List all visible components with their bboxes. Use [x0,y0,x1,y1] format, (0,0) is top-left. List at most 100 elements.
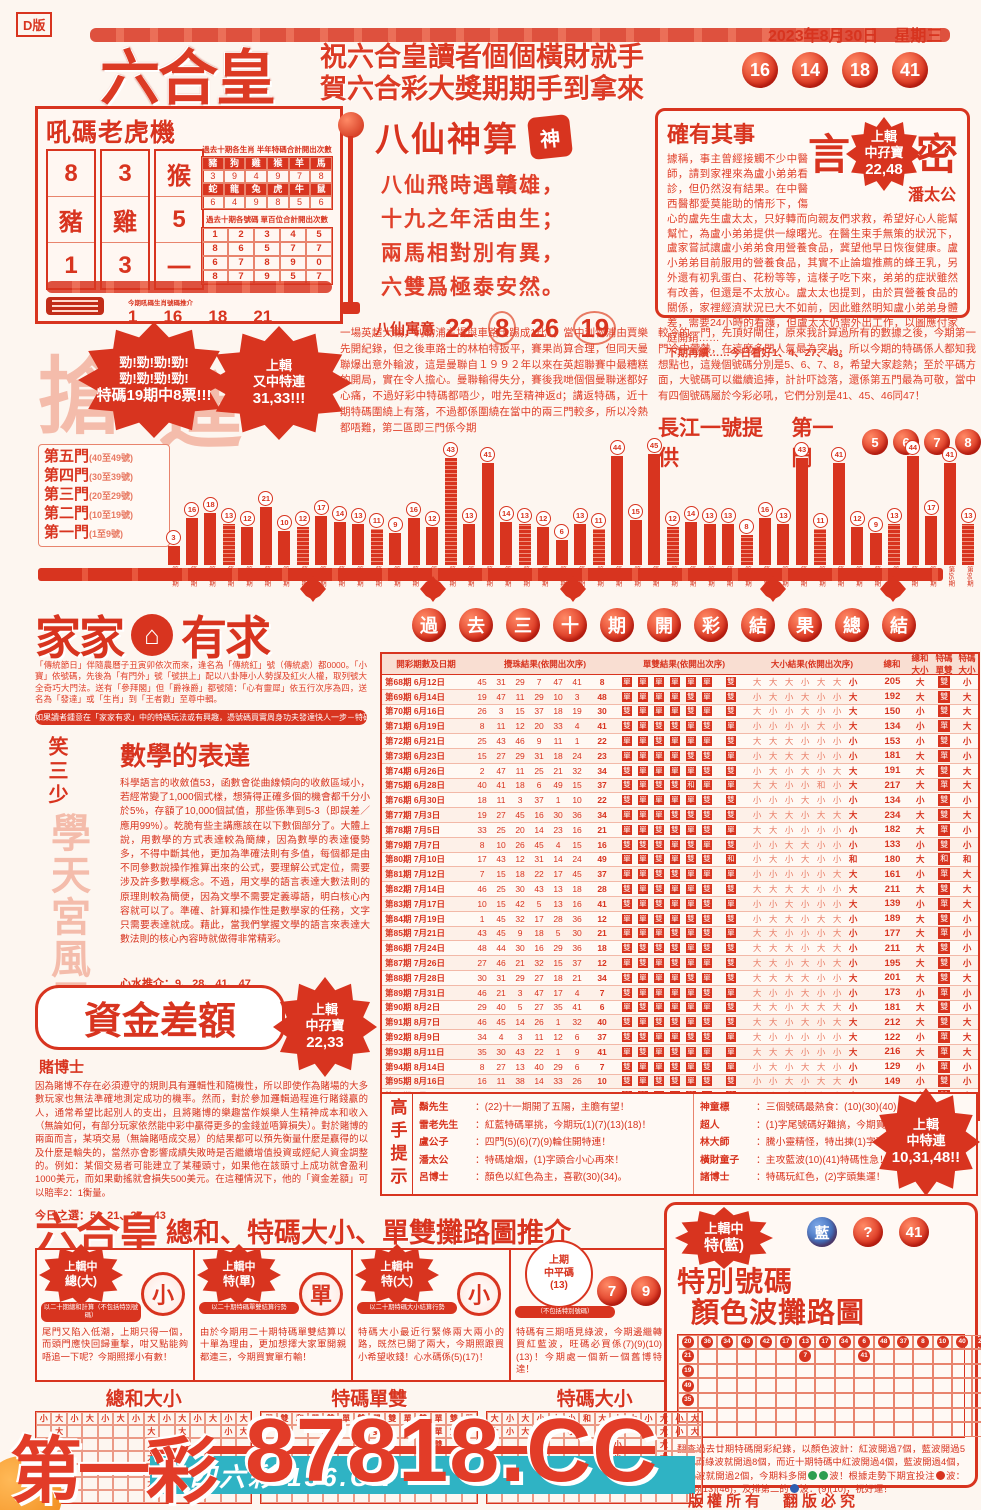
frequency-bar: 11第64期 [368,512,385,596]
frequency-bar: 10第59期 [276,515,293,596]
edition-label: D版 [16,12,53,37]
weekday-text: 星期三 [894,28,943,45]
frequency-bar: 9第65期 [387,517,404,596]
frequency-bar: 12第57期 [239,510,256,596]
results-table-row: 第69期 6月14日 19 47 11 29 10 3 48 單單單單雙單雙小大小大小小大 192… [382,689,978,705]
slot-lever-base-icon [341,302,360,314]
number-ball: 14 [792,52,828,88]
panel-special-oddeven: 上輯中 特(單) 以二十期特碼單雙結算行勢 單 由於今期用二十期特碼單雙結算以十單… [195,1244,353,1380]
tips-label: 高手提示 [382,1094,413,1194]
frequency-bar: 9第91期 [867,517,884,596]
house-icon: ⌂ [131,614,173,656]
copyright-notice: 版權所有 翻版必究 [688,1493,860,1510]
section-title-ball: 結 [741,608,775,642]
section-title-ball: 彩 [694,608,728,642]
frequency-bar: 14第62期 [331,506,348,596]
baxian-seal-icon: 神 [526,113,574,160]
slot-result-label: 今期吼碼生肖號碼推介 [128,300,193,307]
baxian-numbers: 22 8 26 19 [445,311,630,345]
tips-right-column: 神童標 ：三個號碼最熱食：(10)(30)(40)！ 超人 ：(1)字尾號碼好難搞，今… [694,1094,974,1194]
slot-result-block: 今期吼碼生肖號碼推介 1 16 18 21 [128,297,272,327]
results-table-row: 第72期 6月21日 25 43 46 9 11 1 22 單單雙單單單雙大大大小小小小 153 小… [382,734,978,749]
jiajia-title-2: 有求 [181,612,271,664]
number-ball: 41 [892,52,928,88]
math-byline: 笑三少 [45,736,67,808]
tipster-row: 雷老先生 ：紅藍特碼單挑，今期玩(1)(7)(13)(18)！ [419,1119,652,1131]
mini-table-3-title: 特碼大小 [556,1389,633,1410]
number-ball: 5 [862,429,888,455]
jiajia-header: 家家 ⌂ 有求 [35,602,271,668]
story-author: 潘太公 [907,187,956,204]
badge-right-char: 密 [915,131,958,178]
tipster-row: 潘太公 ：特碼熗烟，(1)字頭合小心再來！ [419,1154,625,1166]
panel-2-note: 以二十期特碼單雙結算行勢 [199,1302,299,1315]
results-table-row: 第80期 7月10日 17 43 12 31 14 24 49 單單雙單雙雙和小大小大小小和 18… [382,853,978,868]
frequency-bar: 13 第96期 [960,508,977,596]
number-ball: 7 [597,1276,627,1306]
frequency-bar: 11第88期 [812,512,829,596]
results-table-row: 第91期 8月7日 46 45 14 26 1 32 40 雙單雙雙單雙雙大大小大小大大 212 大… [382,1015,978,1031]
number-ball: 藍 [807,1217,837,1247]
frequency-bar: 13第56期 [220,508,237,596]
provider-name: 長江一號提供 [658,417,763,470]
section-title-ball: 過 [412,608,446,642]
panel-2-pick-circle: 單 [299,1272,343,1316]
expert-tips-panel: 高手提示 鬍先生 ：(22)十一期開了五陽，主膽有望！ 雷老先生 ：紅藍特碼單挑，今期… [380,1092,978,1196]
math-article: 數學的表達 科學語言的收斂值53，函數會從曲線傾向的收斂區域小，若經常變了1,0… [120,736,370,991]
frequency-bar: 13第83期 [720,508,737,596]
color-chart-analysis: 翻查過去廿期特碼開彩紀錄，以顏色波計：紅波開過7個，藍波開過5個，而綠波就開過8… [677,1443,965,1495]
results-table-row: 第87期 7月26日 27 46 21 32 15 37 12 單雙單雙單單雙大大小大小大小 19… [382,956,978,971]
frequency-bar: 16第54期 [183,501,200,596]
results-section-title-balls: 過去三十期開彩結果總結 [412,608,916,642]
color-wave-grid: 2036344342171317346483781040212174119493… [677,1333,981,1438]
date-text: 2023年8月30日 [768,28,879,45]
tipster-row: 林大師 ：騰小靈精怪，特出揀(1)字頭！ [700,1137,896,1148]
number-ball: ? [853,1217,883,1247]
fund-gap-body: 因為賭博不存在必須遵守的規則具有邏輯性和隨機性，所以即使作為賭場的大多數玩家也無… [35,1080,368,1198]
section-title-ball: 十 [553,608,587,642]
tipster-row: 鬍先生 ：(22)十一期開了五陽，主膽有望！ [419,1102,630,1113]
section-title-ball: 三 [506,608,540,642]
mini-table-1-grid: 小大小大小大小大小大小大小大大大大小大大大大大 [35,1411,253,1504]
panel-special-size: 上輯中 特(大) 以二十期特碼大小結算行勢 小 特碼大小最近行緊條兩大兩小的路，既… [353,1244,511,1380]
zodiac-table-title: 過去十期各生肖 半年特碼合計開出次數 [202,145,332,154]
tipster-row: 盧公子 ：四門(5)(6)(7)(9)輪住開特連！ [419,1137,612,1148]
results-table: 開彩期數及日期 攪珠結果(依開出次序) 單雙結果(依開出次序) 大小結果(依開出次序)… [380,652,980,1121]
results-table-row: 第85期 7月21日 43 45 9 18 5 30 21 單單單雙單雙單大大小小小大小 177 大… [382,926,978,942]
frequency-bar: 17第94期 [923,499,940,596]
story-title: 確有其事 [667,122,756,147]
results-table-row: 第82期 7月14日 46 25 30 43 13 18 28 雙單雙單單雙雙大大大大小小大 21… [382,882,978,897]
number-ball: 8 [955,429,981,455]
section-title-ball: 結 [882,608,916,642]
panel-4-note: （不包括特別號碼） [515,1306,615,1319]
frequency-bar: 8第84期 [738,519,755,596]
results-table-row: 第88期 7月28日 30 31 29 27 18 21 34 雙單單單雙單雙大大大大小小大 20… [382,971,978,986]
panel-2-burst: 上輯中 特(單) [197,1244,281,1306]
confirmed-story-panel: 言 上輯 中孖寶 22,48 密 潘太公 確有其事 據稱，事主曾經接觸不少中醫師，請… [655,108,970,359]
panel-1-burst: 上輯中 總(大) [39,1244,123,1306]
results-table-row: 第68期 6月12日 45 31 29 7 47 41 8 單單單單單單雙大大大小大大小 205 大… [382,675,978,690]
mini-table-1-title: 總和大小 [105,1389,182,1410]
frequency-bar: 12第90期 [849,510,866,596]
jiajia-body: 「傳統節日」伴隨農曆子丑寅卯依次而來，逢名為「傳統紅」號（傳統處）都0000。「… [35,660,367,705]
mini-table-2-title: 特碼單雙 [331,1389,408,1410]
slot-texture-band [46,281,332,293]
masthead-title: 六合皇 [100,45,276,112]
color-chart-balls: 藍? 41 [807,1217,929,1247]
story-badge: 言 上輯 中孖寶 22,48 密 潘太公 [808,117,958,204]
results-table-row: 第93期 8月11日 35 30 43 22 1 9 41 單雙單雙單單單大大大小小小大 216 大… [382,1044,978,1060]
bottom-band-title: 總和、特碼大小、單雙攤路圖推介 [166,1217,571,1248]
panel-2-text: 由於今期用二十期特碼單雙結算以十單為理由，更加想擇大家軍開親都連三，今期買實單冇… [200,1327,346,1362]
tipster-row: 呂博士 ：顏色以紅色為主，喜歡(30)(34)。 [419,1172,628,1183]
frequency-bar: 15第78期 [627,504,644,596]
tips-label-text: 高手提示 [387,1098,407,1190]
panel-4-cloud: 上期 中平碼 (13) [525,1240,593,1308]
slot-lever-stick-icon [348,136,353,304]
section-title-ball: 總 [835,608,869,642]
